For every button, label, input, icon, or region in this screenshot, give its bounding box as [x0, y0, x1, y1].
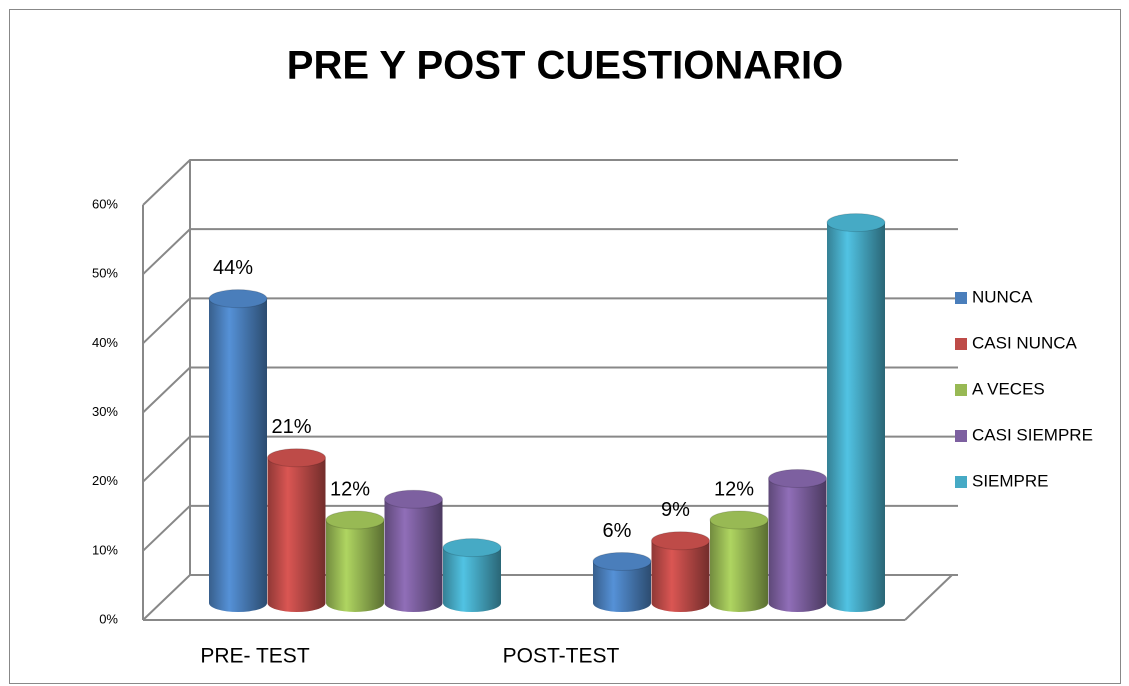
chart-title: PRE Y POST CUESTIONARIO: [287, 44, 843, 88]
legend-label: CASI NUNCA: [972, 333, 1078, 352]
grid-line: [142, 504, 958, 552]
bar: [710, 520, 768, 612]
x-tick-label: PRE- TEST: [200, 645, 309, 668]
bar-top: [267, 448, 326, 468]
grid-line: [142, 366, 958, 414]
legend-swatch: [955, 338, 967, 350]
bar: [768, 478, 827, 612]
y-tick-label: 30%: [92, 404, 118, 419]
legend-swatch: [955, 292, 967, 304]
y-tick-label: 0%: [99, 611, 118, 626]
y-tick-label: 40%: [92, 335, 118, 350]
legend-label: SIEMPRE: [972, 471, 1049, 490]
bar-top: [442, 538, 502, 558]
data-label: 12%: [714, 478, 754, 500]
chart-border: [9, 9, 1121, 684]
data-label: 9%: [661, 499, 690, 521]
grid-line: [142, 435, 958, 483]
legend-label: CASI SIEMPRE: [972, 425, 1093, 444]
bar: [443, 547, 501, 612]
x-tick-label: POST-TEST: [503, 645, 620, 668]
bar: [326, 520, 384, 612]
bar: [651, 540, 710, 612]
bar: [209, 298, 267, 612]
bar-top: [592, 552, 652, 571]
floor-edge: [904, 574, 953, 621]
bar-top: [709, 510, 769, 530]
bar-top: [768, 469, 827, 488]
grid-line: [142, 228, 958, 275]
grid-line: [142, 297, 958, 345]
legend-label: NUNCA: [972, 287, 1033, 306]
legend-label: A VECES: [972, 379, 1045, 398]
bar: [267, 457, 326, 612]
bar-top: [325, 510, 385, 530]
data-label: 44%: [213, 257, 253, 279]
data-label: 6%: [603, 520, 632, 542]
bar-top: [208, 289, 268, 309]
legend-swatch: [955, 430, 967, 442]
bar: [827, 222, 885, 613]
bar-top: [826, 213, 886, 233]
y-tick-label: 60%: [92, 196, 118, 211]
legend-swatch: [955, 384, 967, 396]
y-tick-label: 10%: [92, 542, 118, 557]
bar-top: [384, 489, 443, 509]
y-tick-label: 50%: [92, 266, 118, 281]
bar-top: [651, 531, 710, 551]
legend-swatch: [955, 476, 967, 488]
grid-line: [142, 159, 958, 206]
data-label: 21%: [271, 416, 311, 438]
y-tick-label: 20%: [92, 473, 118, 488]
data-label: 12%: [330, 478, 370, 500]
bar: [593, 561, 651, 612]
bar: [384, 499, 443, 612]
